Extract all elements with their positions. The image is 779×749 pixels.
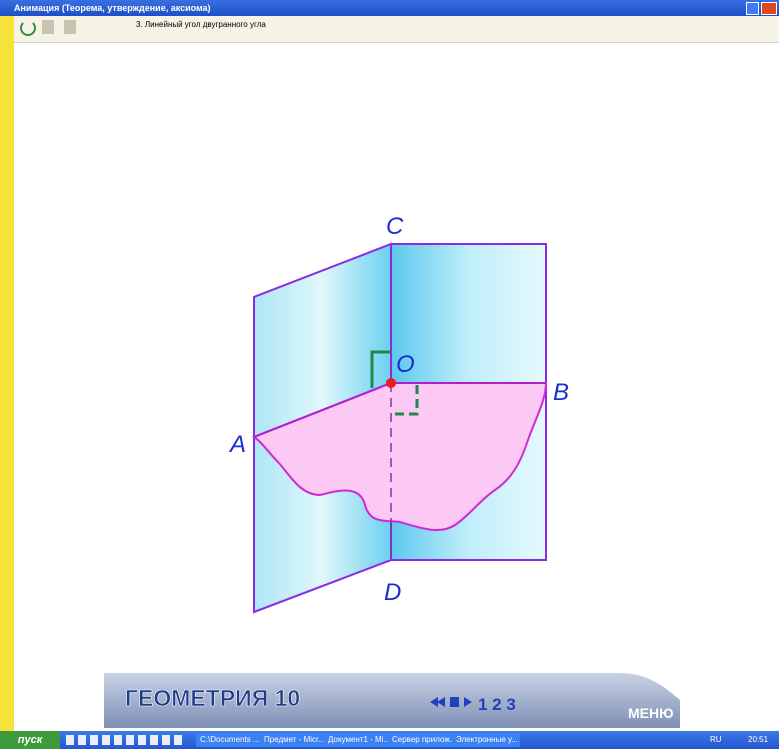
point-o — [386, 378, 396, 388]
task-button[interactable]: C:\Documents ... — [196, 733, 264, 747]
diagram: C O B A D ГЕОМЕТРИЯ 10 1 2 3 МЕНЮ — [104, 213, 680, 728]
quick-launch — [66, 735, 186, 745]
task-button[interactable]: Электронные у... — [452, 733, 520, 747]
start-button[interactable]: пуск — [0, 731, 60, 749]
next-button[interactable] — [64, 20, 76, 34]
task-button[interactable]: Предмет - Micr... — [260, 733, 328, 747]
taskbar: пуск C:\Documents ... Предмет - Micr... До… — [0, 731, 779, 749]
label-d: D — [384, 579, 401, 606]
label-a: A — [228, 431, 246, 458]
clock: 20:51 — [748, 735, 769, 744]
window-title: Анимация (Теорема, утверждение, аксиома) — [14, 3, 211, 13]
ray-oa — [253, 382, 392, 438]
nav — [430, 697, 472, 707]
banner-title: ГЕОМЕТРИЯ 10 — [125, 685, 300, 711]
nav-first[interactable] — [430, 697, 438, 707]
toolbar: 3. Линейный угол двугранного угла — [14, 16, 779, 43]
nav-stop[interactable] — [450, 697, 459, 707]
label-c: C — [386, 213, 404, 240]
close-button[interactable] — [761, 2, 777, 15]
task-button[interactable]: Документ1 - Mi... — [324, 733, 392, 747]
page-numbers[interactable]: 1 2 3 — [478, 695, 516, 714]
nav-first[interactable] — [437, 697, 445, 707]
banner — [104, 673, 680, 728]
right-angle-mark — [395, 384, 419, 416]
prev-button[interactable] — [42, 20, 54, 34]
slide-title: 3. Линейный угол двугранного угла — [136, 20, 266, 29]
replay-button[interactable] — [20, 20, 36, 36]
right-angle-mark — [370, 350, 391, 388]
label-o: O — [396, 351, 415, 378]
label-b: B — [553, 379, 569, 406]
nav-next[interactable] — [464, 697, 472, 707]
title-bar: Анимация (Теорема, утверждение, аксиома) — [0, 0, 779, 16]
menu-button[interactable]: МЕНЮ — [628, 705, 674, 721]
task-button[interactable]: Сервер прилож... — [388, 733, 456, 747]
language: RU — [710, 735, 722, 744]
maximize-button[interactable] — [746, 2, 759, 15]
half-plane — [251, 382, 548, 532]
